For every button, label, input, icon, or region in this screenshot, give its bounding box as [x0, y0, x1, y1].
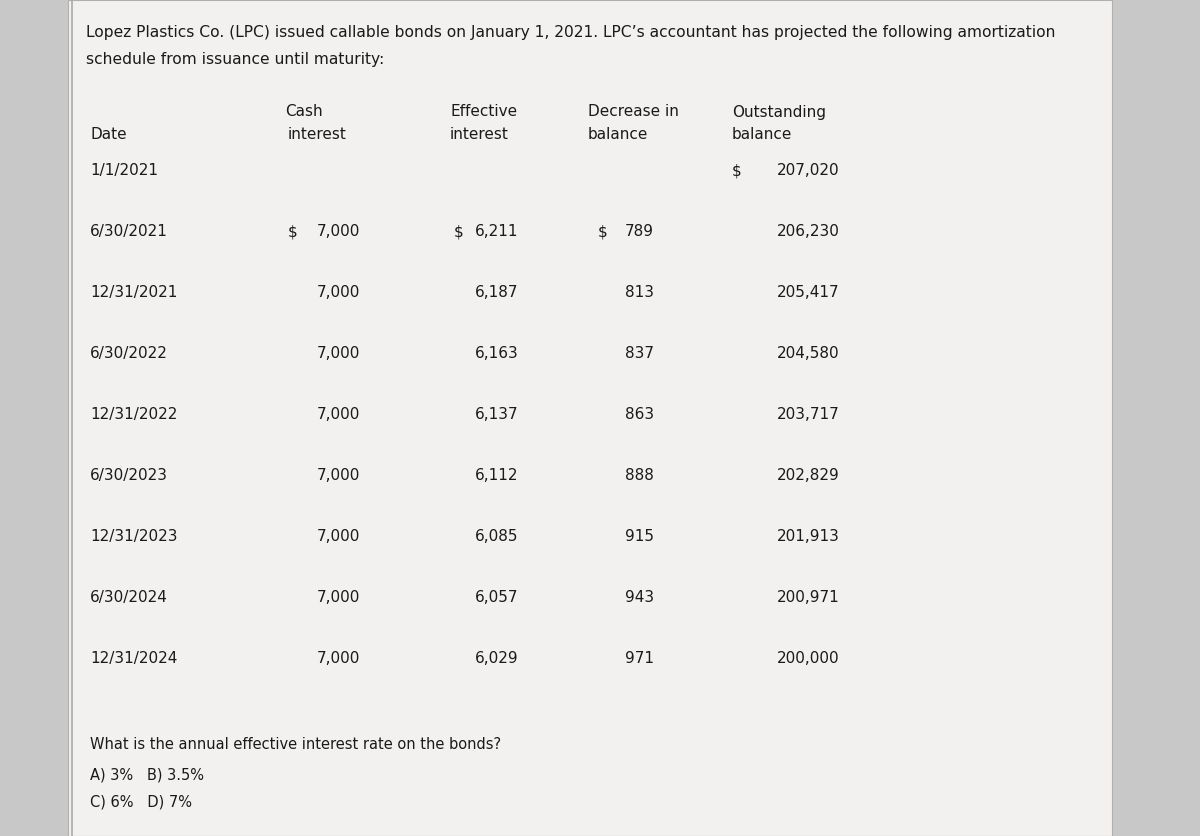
Text: What is the annual effective interest rate on the bonds?: What is the annual effective interest ra… — [90, 737, 502, 752]
Text: 203,717: 203,717 — [778, 407, 840, 422]
Text: $: $ — [598, 224, 607, 239]
Text: 12/31/2024: 12/31/2024 — [90, 651, 178, 666]
Text: $: $ — [288, 224, 298, 239]
Text: 206,230: 206,230 — [778, 224, 840, 239]
Text: C) 6%   D) 7%: C) 6% D) 7% — [90, 794, 192, 809]
Text: 7,000: 7,000 — [317, 407, 360, 422]
Text: 888: 888 — [625, 468, 654, 483]
Text: Cash: Cash — [286, 104, 323, 120]
Text: Effective: Effective — [450, 104, 517, 120]
FancyBboxPatch shape — [68, 0, 1112, 836]
Text: 1/1/2021: 1/1/2021 — [90, 163, 158, 178]
Text: 915: 915 — [625, 529, 654, 544]
Text: Date: Date — [90, 127, 127, 142]
Text: interest: interest — [450, 127, 509, 142]
Text: 6,029: 6,029 — [475, 651, 518, 666]
Text: 6/30/2022: 6/30/2022 — [90, 346, 168, 361]
Text: Decrease in: Decrease in — [588, 104, 679, 120]
Text: 204,580: 204,580 — [778, 346, 840, 361]
Text: $: $ — [454, 224, 463, 239]
Text: 201,913: 201,913 — [778, 529, 840, 544]
Text: 205,417: 205,417 — [778, 285, 840, 300]
Text: 6,137: 6,137 — [475, 407, 518, 422]
Text: Lopez Plastics Co. (LPC) issued callable bonds on January 1, 2021. LPC’s account: Lopez Plastics Co. (LPC) issued callable… — [86, 25, 1056, 40]
Text: 6,187: 6,187 — [475, 285, 518, 300]
Text: 7,000: 7,000 — [317, 468, 360, 483]
Text: 6,112: 6,112 — [475, 468, 518, 483]
Text: 6/30/2021: 6/30/2021 — [90, 224, 168, 239]
Text: 12/31/2021: 12/31/2021 — [90, 285, 178, 300]
Text: 202,829: 202,829 — [778, 468, 840, 483]
Text: A) 3%   B) 3.5%: A) 3% B) 3.5% — [90, 767, 204, 782]
Text: 789: 789 — [625, 224, 654, 239]
Text: interest: interest — [288, 127, 347, 142]
Text: 971: 971 — [625, 651, 654, 666]
Text: 207,020: 207,020 — [778, 163, 840, 178]
Text: 863: 863 — [625, 407, 654, 422]
Text: 6,163: 6,163 — [475, 346, 518, 361]
Text: 943: 943 — [625, 590, 654, 605]
Text: 813: 813 — [625, 285, 654, 300]
Text: Outstanding: Outstanding — [732, 104, 826, 120]
Text: 200,000: 200,000 — [778, 651, 840, 666]
Text: balance: balance — [588, 127, 648, 142]
Text: 12/31/2022: 12/31/2022 — [90, 407, 178, 422]
Text: $: $ — [732, 163, 742, 178]
Text: balance: balance — [732, 127, 792, 142]
Text: 6/30/2024: 6/30/2024 — [90, 590, 168, 605]
Text: 7,000: 7,000 — [317, 224, 360, 239]
Text: 837: 837 — [625, 346, 654, 361]
Text: 12/31/2023: 12/31/2023 — [90, 529, 178, 544]
Text: 6,085: 6,085 — [475, 529, 518, 544]
Text: 200,971: 200,971 — [778, 590, 840, 605]
Text: 6,057: 6,057 — [475, 590, 518, 605]
Text: 7,000: 7,000 — [317, 651, 360, 666]
Text: 6,211: 6,211 — [475, 224, 518, 239]
Text: 7,000: 7,000 — [317, 529, 360, 544]
Text: 7,000: 7,000 — [317, 285, 360, 300]
Text: 7,000: 7,000 — [317, 346, 360, 361]
Text: 6/30/2023: 6/30/2023 — [90, 468, 168, 483]
Text: 7,000: 7,000 — [317, 590, 360, 605]
Text: schedule from issuance until maturity:: schedule from issuance until maturity: — [86, 52, 385, 67]
